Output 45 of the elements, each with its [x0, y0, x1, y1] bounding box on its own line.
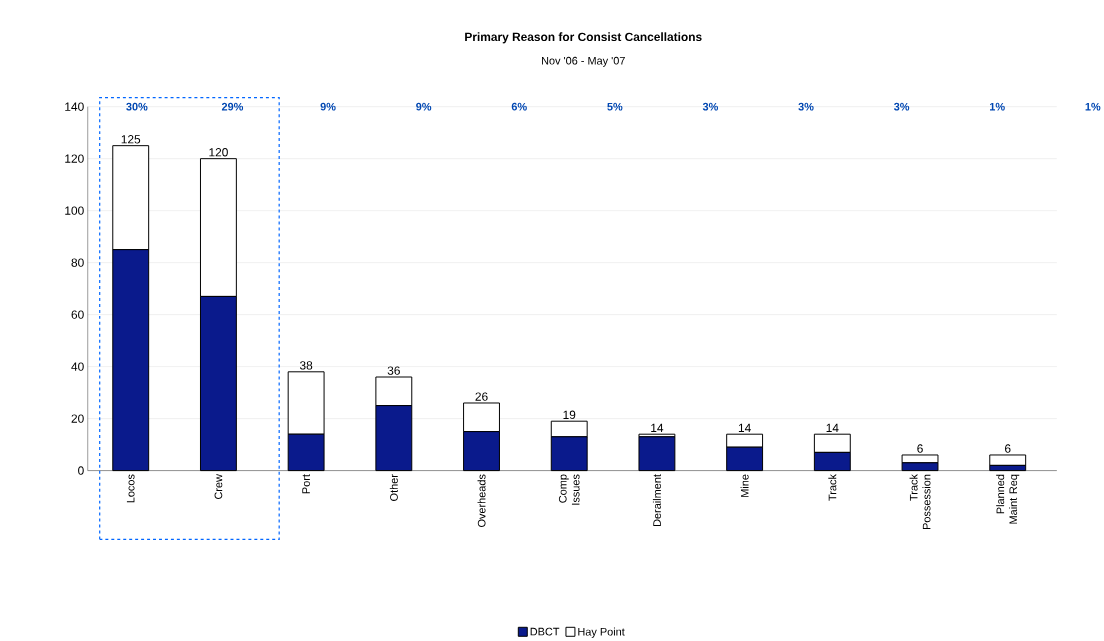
x-tick-label: Planned Maint Req [996, 474, 1020, 524]
total-label: 38 [299, 361, 313, 370]
x-tick-label: Crew [214, 474, 223, 500]
x-tick-label: Derailment [652, 474, 661, 527]
annotation: 6% [511, 102, 527, 111]
total-label: 36 [387, 366, 400, 375]
legend-label: DBCT [530, 627, 560, 636]
annotation: 30% [126, 102, 148, 111]
x-tick-label: Locos [126, 474, 135, 503]
total-label: 14 [651, 423, 664, 433]
chart-subtitle: Nov '06 - May '07 [542, 56, 625, 67]
annotation: 9% [320, 102, 336, 111]
y-tick-label: 60 [71, 310, 84, 319]
annotation: 3% [702, 102, 719, 111]
total-label: 125 [121, 135, 141, 144]
y-tick-label: 140 [65, 102, 84, 111]
y-tick-label: 100 [65, 206, 84, 215]
total-label: 19 [563, 410, 576, 420]
annotation: 29% [221, 102, 244, 111]
annotation: 9% [416, 102, 432, 111]
x-tick-label: Mine [740, 474, 749, 497]
x-tick-label: Comp Issues [558, 474, 580, 505]
x-tick-label: Track [828, 474, 837, 501]
x-tick-label: Other [389, 474, 398, 501]
total-label: 14 [826, 423, 839, 433]
legend-label: Hay Point [578, 627, 625, 638]
y-tick-label: 120 [65, 154, 84, 163]
total-label: 6 [917, 444, 923, 453]
y-tick-label: 40 [71, 362, 84, 371]
annotation: 3% [798, 102, 814, 111]
chart-title: Primary Reason for Consist Cancellations [465, 32, 702, 44]
total-label: 14 [738, 423, 751, 433]
annotation: 1% [989, 102, 1005, 111]
total-label: 120 [209, 148, 228, 157]
total-label: 26 [475, 392, 488, 401]
y-tick-label: 80 [71, 258, 84, 267]
x-tick-label: Port [302, 474, 310, 494]
y-tick-label: 20 [71, 414, 84, 423]
annotation: 5% [607, 102, 623, 111]
total-label: 6 [1005, 444, 1011, 453]
x-tick-label: Overheads [477, 474, 486, 528]
text: 1% [1085, 102, 1101, 111]
x-tick-label: Track Possession [909, 474, 931, 530]
y-tick-label: 0 [78, 466, 84, 475]
annotation: 3% [893, 102, 910, 111]
